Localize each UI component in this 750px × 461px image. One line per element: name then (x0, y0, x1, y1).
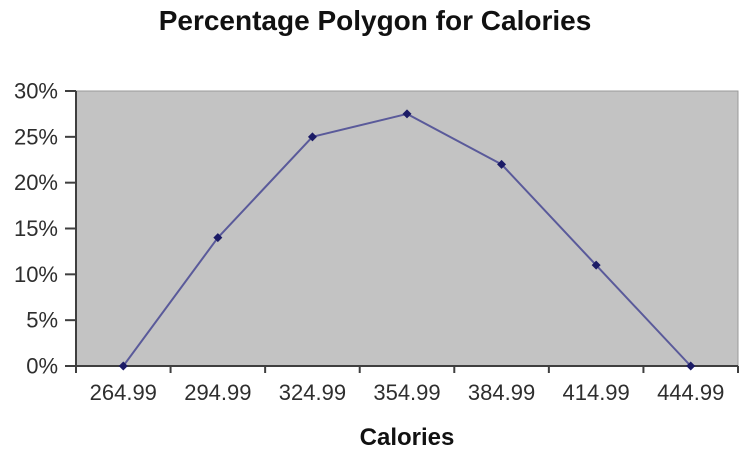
y-axis-tick-label: 10% (14, 262, 58, 287)
x-axis-title: Calories (359, 424, 455, 451)
x-axis-tick-label: 324.99 (279, 380, 346, 405)
x-axis-tick-label: 414.99 (562, 380, 629, 405)
x-axis-tick-label: 444.99 (657, 380, 724, 405)
data-point-marker (591, 260, 601, 270)
plot-area (75, 90, 739, 367)
data-point-marker (213, 233, 223, 243)
data-point-marker (118, 361, 128, 371)
y-axis-tick-label: 0% (26, 354, 58, 379)
y-axis-tick-label: 5% (26, 308, 58, 333)
x-axis-tick-label: 384.99 (468, 380, 535, 405)
x-axis-tick-label: 354.99 (373, 380, 440, 405)
data-point-marker (686, 361, 696, 371)
y-axis-tick-label: 20% (14, 170, 58, 195)
data-point-marker (497, 159, 507, 169)
chart-title: Percentage Polygon for Calories (158, 5, 592, 36)
y-axis-tick-label: 15% (14, 216, 58, 241)
data-point-marker (307, 132, 317, 142)
y-axis-tick-label: 25% (14, 124, 58, 149)
data-point-marker (402, 109, 412, 119)
x-axis-tick-label: 264.99 (90, 380, 157, 405)
y-axis-tick-label: 30% (14, 79, 58, 104)
x-axis-tick-label: 294.99 (184, 380, 251, 405)
